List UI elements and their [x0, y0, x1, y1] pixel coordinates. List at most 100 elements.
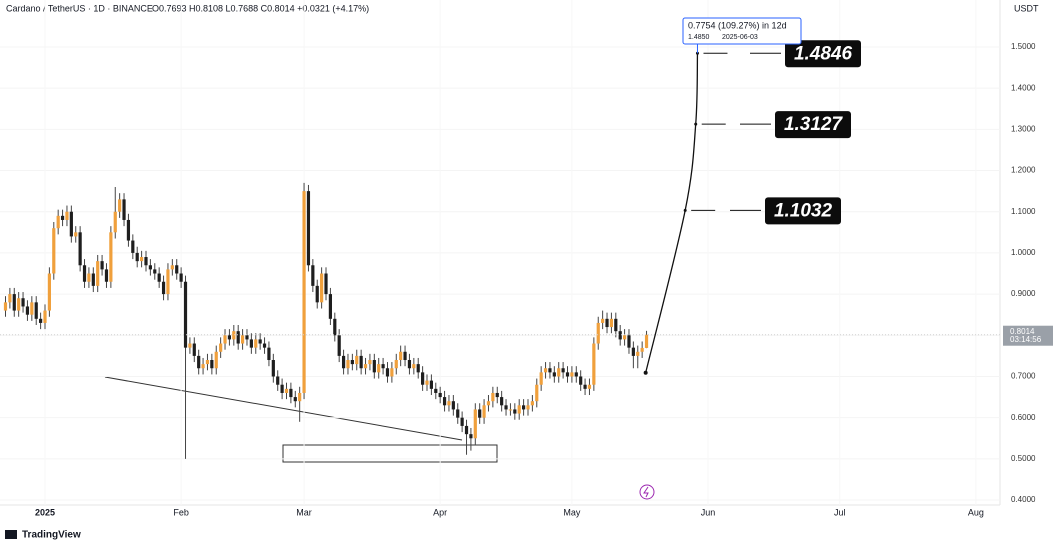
candle-body: [30, 302, 34, 315]
candle-body: [179, 273, 183, 282]
candle-body: [104, 269, 109, 282]
measure-box: [682, 17, 802, 45]
candle-body: [429, 380, 433, 389]
candle-body: [82, 265, 87, 282]
candle-body: [399, 351, 403, 361]
candle-body: [258, 339, 262, 344]
candle-body: [205, 360, 210, 365]
candle-body: [236, 331, 240, 344]
candle-body: [631, 347, 635, 356]
y-tick-label: 1.3000: [1011, 124, 1036, 133]
candle-body: [126, 219, 131, 241]
candle-body: [482, 405, 486, 418]
candle-body: [43, 310, 47, 323]
candle-body: [469, 434, 473, 439]
y-tick-label: 1.4000: [1011, 83, 1036, 92]
x-tick-label: May: [563, 507, 581, 517]
candle-body: [262, 343, 267, 348]
candle-body: [355, 355, 359, 365]
candle-body: [47, 273, 51, 311]
event-icon: [643, 486, 649, 498]
candle-body: [456, 409, 460, 418]
candle-body: [267, 347, 271, 361]
candle-body: [416, 364, 420, 373]
level-point: [694, 122, 698, 126]
candle-body: [78, 232, 82, 266]
candle-body: [144, 257, 148, 266]
candle-body: [618, 331, 622, 340]
candle-body: [517, 405, 521, 414]
y-tick-label: 1.5000: [1011, 42, 1036, 51]
candle-body: [280, 384, 284, 393]
candle-body: [627, 335, 631, 348]
candle-body: [245, 335, 249, 340]
candle-body: [565, 372, 570, 377]
candle-body: [271, 360, 275, 377]
candle-body: [614, 318, 618, 332]
candle-body: [561, 368, 565, 373]
candle-body: [91, 273, 95, 286]
candle-body: [407, 360, 412, 369]
y-tick-label: 0.9000: [1011, 289, 1036, 298]
candle-body: [377, 364, 381, 373]
level-label: 1.3127: [784, 114, 844, 135]
x-tick-label: Jul: [834, 507, 846, 517]
candle-body: [249, 339, 253, 348]
logo: [5, 530, 17, 539]
candle-body: [157, 273, 161, 282]
candle-body: [276, 376, 280, 385]
candle-body: [254, 339, 258, 348]
candle-body: [289, 388, 293, 398]
projection-start: [643, 370, 648, 375]
candle-body: [530, 401, 534, 406]
candle-body: [34, 302, 38, 319]
candle-body: [451, 401, 455, 410]
candle-body: [306, 191, 311, 266]
event-icon: [639, 484, 655, 500]
projection-curve: [645, 53, 699, 373]
x-tick-label: 2025: [35, 507, 55, 517]
candle-body: [69, 211, 73, 237]
candle-body: [337, 335, 341, 356]
candle-body: [39, 318, 43, 323]
level-box: [785, 40, 861, 68]
candle-body: [197, 355, 201, 369]
candle-body: [640, 347, 644, 352]
candle-body: [394, 360, 398, 369]
candle-body: [214, 351, 218, 369]
candle-body: [583, 384, 587, 389]
candle-body: [442, 397, 447, 406]
candle-body: [478, 409, 482, 418]
candle-body: [557, 368, 561, 377]
candle-body: [3, 302, 8, 311]
candle-body: [183, 281, 188, 348]
candle-body: [210, 360, 214, 369]
candle-body: [421, 372, 425, 385]
countdown: 03:14:56: [1010, 335, 1042, 344]
candle-body: [170, 265, 174, 270]
candle-body: [96, 261, 100, 286]
candle-body: [333, 318, 337, 336]
candle-body: [192, 343, 196, 356]
support-box: [282, 444, 498, 463]
candle-body: [65, 211, 69, 220]
x-tick-label: Aug: [968, 507, 984, 517]
candle-body: [403, 351, 407, 361]
symbol: Cardano / TetherUS · 1D · BINANCE: [6, 3, 153, 13]
candle-body: [201, 364, 205, 369]
candle-body: [363, 364, 368, 369]
candle-body: [491, 392, 495, 402]
candle-body: [148, 265, 152, 270]
last-price-box: [1003, 325, 1053, 346]
candle-body: [311, 265, 315, 286]
candle-body: [486, 401, 491, 406]
candle-body: [52, 228, 56, 274]
candle-body: [227, 335, 232, 340]
y-tick-label: 0.7000: [1011, 372, 1036, 381]
candle-body: [293, 397, 297, 402]
candle-body: [131, 240, 135, 253]
candle-body: [161, 281, 166, 295]
y-tick-label: 0.6000: [1011, 413, 1036, 422]
candle-body: [302, 191, 306, 393]
candle-body: [21, 298, 25, 307]
